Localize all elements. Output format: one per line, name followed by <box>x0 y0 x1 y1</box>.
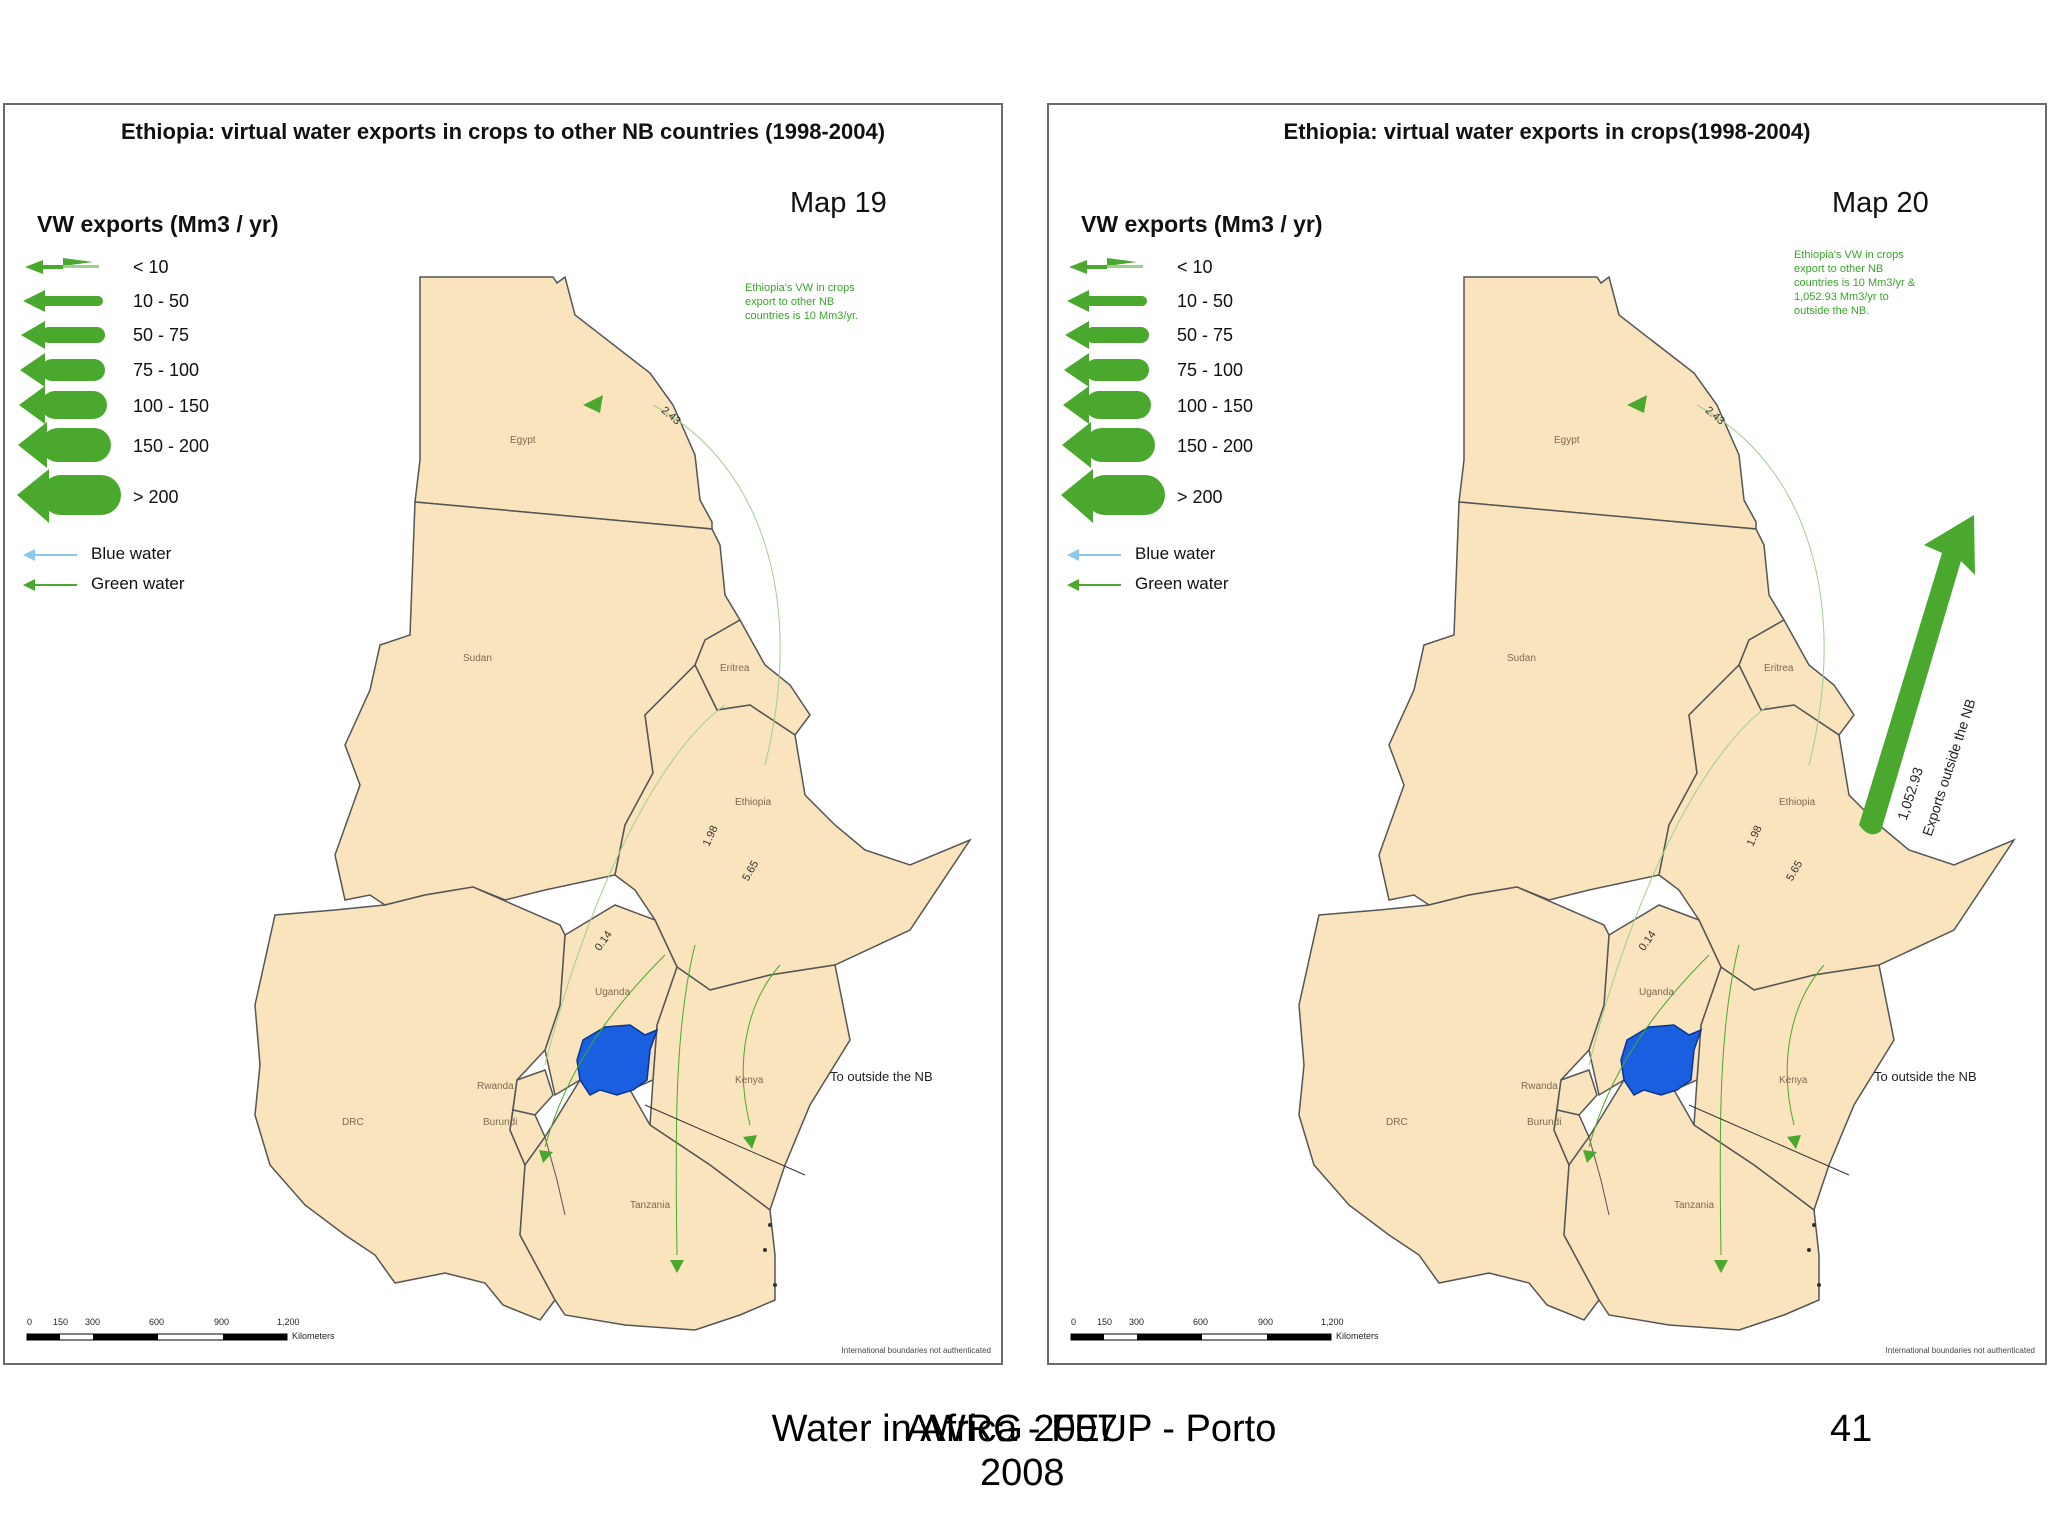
legend-row-7: > 200 <box>1059 469 1319 523</box>
boundary-note: International boundaries not authenticat… <box>1885 1346 2035 1355</box>
map-note: Ethiopia's VW in crops export to other N… <box>1794 249 1916 317</box>
legend-label: Blue water <box>1135 544 1216 563</box>
map-canvas <box>26 275 972 1341</box>
legend-title: VW exports (Mm3 / yr) <box>37 211 279 237</box>
country-rwanda <box>512 1069 554 1116</box>
map-title: Ethiopia: virtual water exports in crops… <box>120 119 886 144</box>
legend-label: 75 - 100 <box>133 360 200 380</box>
country-label-sudan: Sudan <box>463 653 492 664</box>
country-label-uganda: Uganda <box>1639 987 1675 998</box>
country-label-tanzania: Tanzania <box>630 1200 671 1211</box>
legend-row-3: 50 - 75 <box>15 316 275 362</box>
legend-green-water: Green water <box>1059 573 1319 597</box>
legend-label: < 10 <box>133 257 169 277</box>
country-label-burundi: Burundi <box>1527 1117 1562 1128</box>
country-egypt <box>1458 275 1757 530</box>
legend-row-3: 50 - 75 <box>1059 316 1319 362</box>
country-label-ethiopia: Ethiopia <box>735 797 772 808</box>
legend-label: > 200 <box>1177 487 1223 507</box>
legend-label: 100 - 150 <box>1177 396 1254 416</box>
map-number: Map 20 <box>1832 187 1929 219</box>
export-arrow-big <box>1859 515 1975 835</box>
legend-label: Blue water <box>91 544 172 563</box>
country-label-ethiopia: Ethiopia <box>1779 797 1816 808</box>
legend-row-5: 100 - 150 <box>15 384 275 430</box>
footer-center-text: Water in Africa - FEUP - Porto <box>771 1408 1277 1450</box>
country-label-kenya: Kenya <box>735 1075 764 1086</box>
map-number: Map 19 <box>790 187 887 219</box>
country-label-drc: DRC <box>1386 1117 1408 1128</box>
lake-victoria <box>1620 1024 1703 1096</box>
legend-label: Green water <box>1135 574 1229 593</box>
legend-title: VW exports (Mm3 / yr) <box>1081 211 1323 237</box>
legend-blue-water: Blue water <box>1059 543 1319 567</box>
legend-row-2: 10 - 50 <box>1059 282 1319 328</box>
country-label-egypt: Egypt <box>1554 435 1580 446</box>
flow-lines <box>544 404 806 1256</box>
country-label-sudan: Sudan <box>1507 653 1536 664</box>
legend-green-water: Green water <box>15 573 275 597</box>
country-label-eritrea: Eritrea <box>720 663 750 674</box>
country-label-egypt: Egypt <box>510 435 536 446</box>
nile-basin-land <box>254 275 972 1331</box>
country-tanzania <box>519 1079 776 1331</box>
legend-label: 75 - 100 <box>1177 360 1244 380</box>
legend-row-2: 10 - 50 <box>15 282 275 328</box>
legend-label: 150 - 200 <box>133 436 210 456</box>
legend-label: 150 - 200 <box>1177 436 1254 456</box>
country-label-rwanda: Rwanda <box>477 1081 514 1092</box>
country-rwanda <box>1556 1069 1598 1116</box>
legend-row-4: 75 - 100 <box>1059 350 1319 396</box>
page-number: 41 <box>1830 1408 1873 1450</box>
scale-bar <box>26 1333 288 1341</box>
legend-label: 10 - 50 <box>1177 291 1234 311</box>
country-label-kenya: Kenya <box>1779 1075 1808 1086</box>
legend-row-7: > 200 <box>15 469 275 523</box>
legend-label: 100 - 150 <box>133 396 210 416</box>
flow-lines <box>1588 404 1850 1256</box>
country-label-burundi: Burundi <box>483 1117 518 1128</box>
country-label-eritrea: Eritrea <box>1764 663 1794 674</box>
legend-blue-water: Blue water <box>15 543 275 567</box>
scale-bar <box>1070 1333 1332 1341</box>
legend-row-6: 150 - 200 <box>1059 422 1319 468</box>
country-label-tanzania: Tanzania <box>1674 1200 1715 1211</box>
legend-label: 10 - 50 <box>133 291 190 311</box>
outside-nb-label: To outside the NB <box>830 1069 933 1084</box>
legend-label: > 200 <box>133 487 179 507</box>
lake-victoria <box>576 1024 659 1096</box>
country-label-drc: DRC <box>342 1117 364 1128</box>
map-panel-left: Ethiopia: virtual water exports in crops… <box>3 103 1003 1365</box>
country-egypt <box>414 275 713 530</box>
legend-row-1: < 10 <box>1059 248 1319 294</box>
country-ethiopia <box>614 663 972 991</box>
footer-overlay-text: AWRG 2007 <box>906 1408 1118 1450</box>
map-panel-right: Ethiopia: virtual water exports in crops… <box>1047 103 2047 1365</box>
legend-row-1: < 10 <box>15 248 275 294</box>
map-canvas <box>1070 275 2016 1341</box>
scale-unit: Kilometers <box>292 1331 335 1341</box>
footer-year: 2008 <box>980 1452 1065 1494</box>
legend-row-6: 150 - 200 <box>15 422 275 468</box>
legend-label: < 10 <box>1177 257 1213 277</box>
country-ethiopia <box>1658 663 2016 991</box>
country-label-rwanda: Rwanda <box>1521 1081 1558 1092</box>
map-title: Ethiopia: virtual water exports in crops… <box>1283 119 1811 144</box>
country-label-uganda: Uganda <box>595 987 631 998</box>
legend-label: Green water <box>91 574 185 593</box>
outside-nb-label: To outside the NB <box>1874 1069 1977 1084</box>
flow-arrowheads <box>539 395 757 1273</box>
boundary-note: International boundaries not authenticat… <box>841 1346 991 1355</box>
map-note: Ethiopia's VW in crops export to other N… <box>745 282 859 322</box>
flow-arrowheads <box>1583 395 1801 1273</box>
country-tanzania <box>1563 1079 1820 1331</box>
legend-label: 50 - 75 <box>1177 325 1234 345</box>
legend-label: 50 - 75 <box>133 325 190 345</box>
legend-row-5: 100 - 150 <box>1059 384 1319 430</box>
scale-unit: Kilometers <box>1336 1331 1379 1341</box>
legend-row-4: 75 - 100 <box>15 350 275 396</box>
